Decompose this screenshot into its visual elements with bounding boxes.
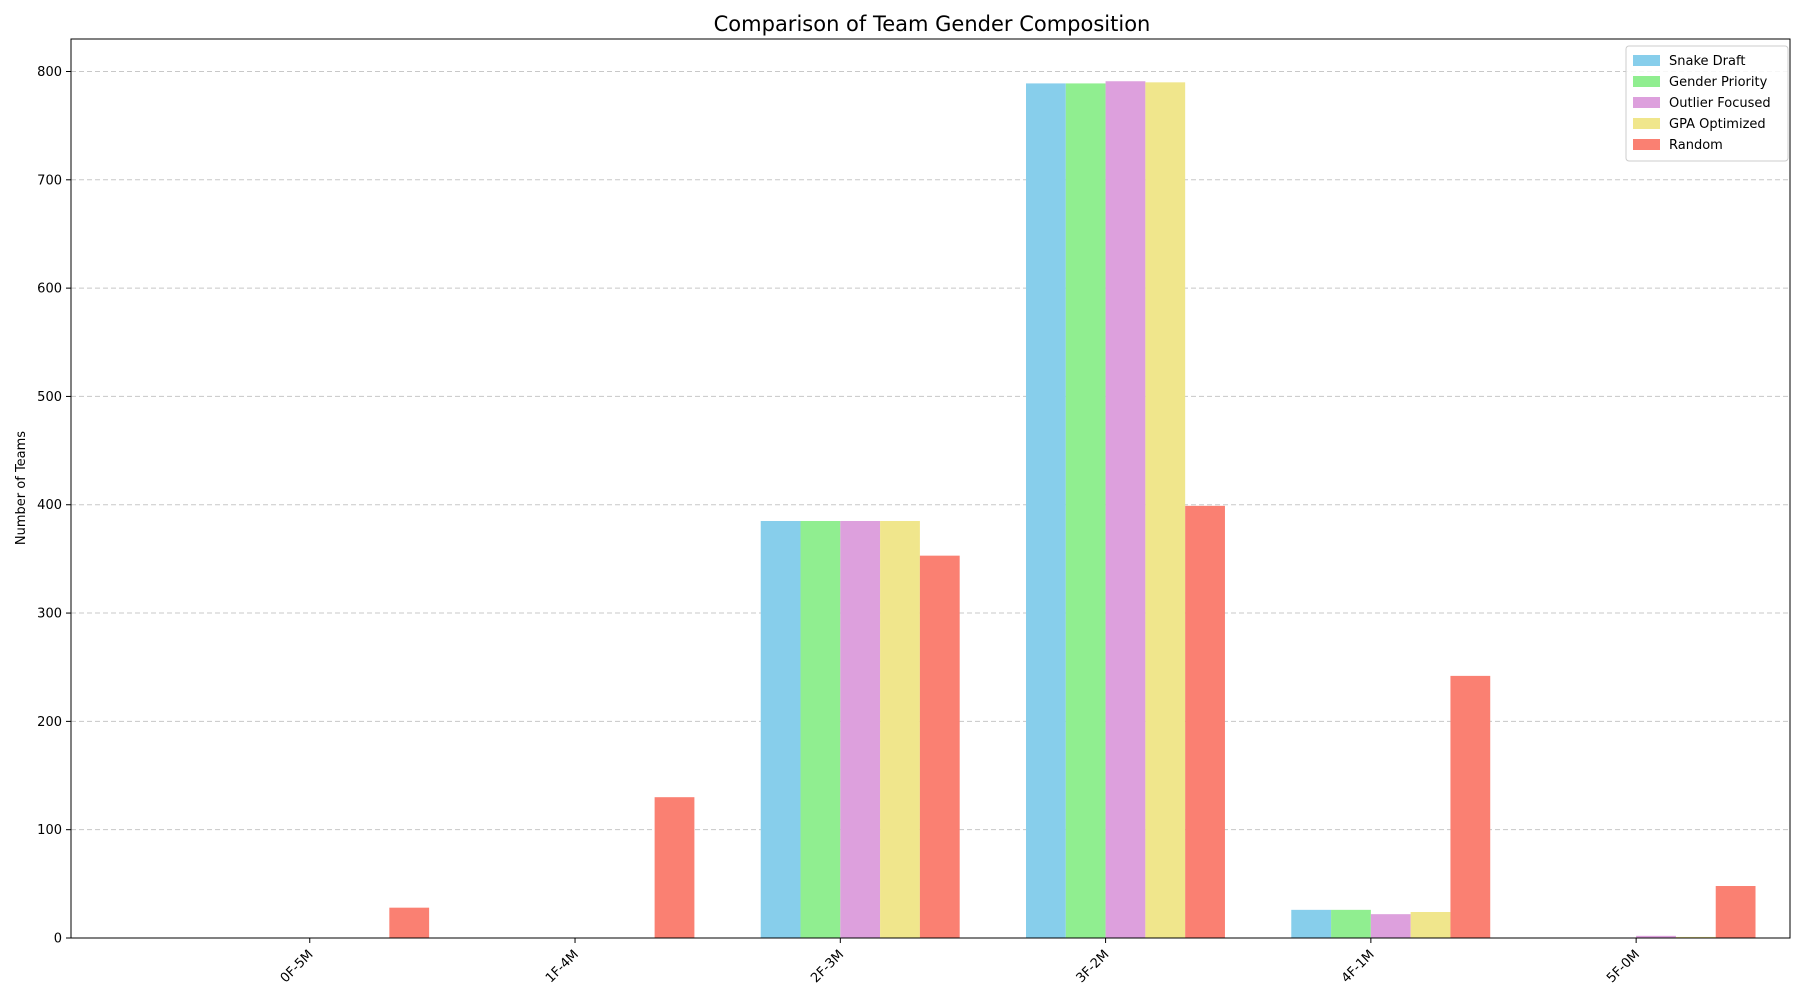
y-axis-ticks: 0 100 200 300 400 500 600 700 800	[37, 65, 71, 947]
bar-random-4f-1m	[1450, 675, 1491, 938]
plot-frame	[70, 38, 1791, 939]
bar-snake-draft-4f-1m	[1291, 909, 1332, 938]
y-tick-label: 600	[37, 282, 62, 297]
bar-snake-draft-3f-2m	[1026, 83, 1066, 938]
bar-gender-priority-3f-2m	[1065, 83, 1106, 938]
bar-gender-priority-2f-3m	[800, 520, 841, 938]
y-tick-label: 100	[37, 823, 62, 838]
legend: Snake Draft Gender Priority Outlier Focuse…	[1625, 45, 1789, 162]
bar-outlier-focused-4f-1m	[1370, 914, 1411, 938]
bar-gpa-optimized-3f-2m	[1145, 82, 1186, 938]
y-tick-label: 200	[37, 715, 62, 730]
legend-swatch	[1633, 118, 1660, 129]
legend-entry-label: Outlier Focused	[1669, 96, 1771, 111]
y-tick-label: 400	[37, 498, 62, 513]
bar-outlier-focused-2f-3m	[840, 520, 881, 938]
bar-outlier-focused-3f-2m	[1105, 81, 1146, 938]
legend-entry-label: Snake Draft	[1669, 54, 1745, 69]
y-tick-label: 800	[37, 65, 62, 80]
x-tick-label: 2F-3M	[808, 947, 847, 986]
bar-random-2f-3m	[919, 555, 960, 938]
x-tick-label: 5F-0M	[1604, 947, 1643, 986]
bar-gender-priority-4f-1m	[1331, 909, 1371, 938]
legend-swatch	[1633, 76, 1660, 87]
bars	[389, 81, 1756, 938]
y-axis-label: Number of Teams	[14, 431, 29, 545]
legend-entry-label: Random	[1669, 138, 1723, 153]
bar-outlier-focused-5f-0m	[1636, 935, 1676, 938]
bar-gpa-optimized-4f-1m	[1410, 912, 1451, 938]
bar-gpa-optimized-5f-0m	[1675, 936, 1716, 938]
y-tick-label: 700	[37, 173, 62, 188]
bar-snake-draft-2f-3m	[760, 520, 801, 938]
x-tick-label: 1F-4M	[543, 947, 582, 986]
legend-frame	[1625, 45, 1789, 162]
legend-entry-label: GPA Optimized	[1669, 117, 1766, 132]
bar-random-0f-5m	[389, 907, 430, 938]
legend-swatch	[1633, 139, 1660, 150]
y-tick-label: 0	[54, 932, 62, 947]
x-tick-label: 4F-1M	[1339, 947, 1378, 986]
legend-swatch	[1633, 55, 1660, 66]
legend-entry-label: Gender Priority	[1669, 75, 1768, 90]
chart-title: Comparison of Team Gender Composition	[714, 12, 1151, 36]
x-tick-label: 3F-2M	[1074, 947, 1113, 986]
x-tick-label: 0F-5M	[278, 947, 317, 986]
bar-random-5f-0m	[1715, 886, 1756, 938]
x-axis-ticks: 0F-5M 1F-4M 2F-3M 3F-2M 4F-1M 5F-0M	[278, 938, 1643, 986]
bar-random-1f-4m	[654, 797, 695, 938]
y-tick-label: 500	[37, 390, 62, 405]
bar-random-3f-2m	[1185, 505, 1225, 938]
y-tick-label: 300	[37, 607, 62, 622]
legend-swatch	[1633, 97, 1660, 108]
bar-gpa-optimized-2f-3m	[880, 520, 920, 938]
